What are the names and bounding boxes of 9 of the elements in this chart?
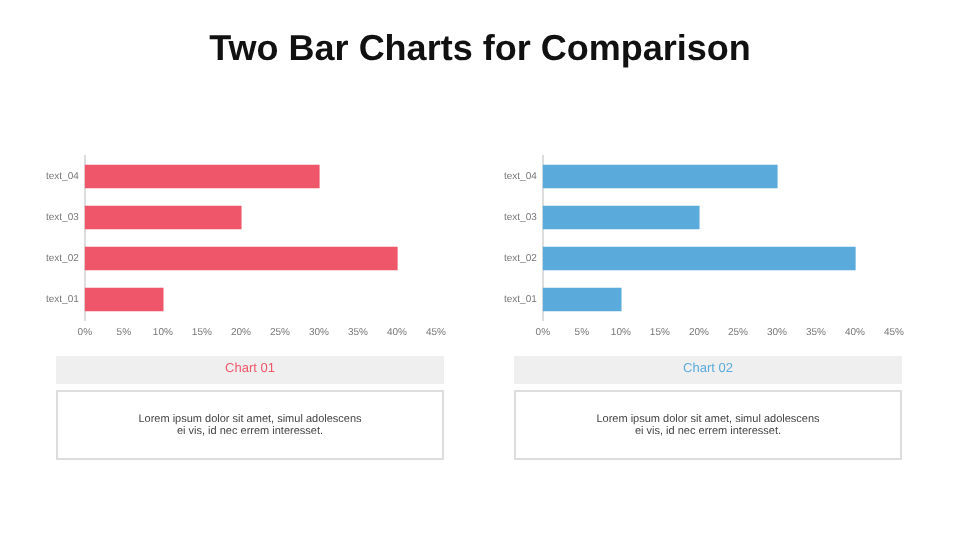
bar xyxy=(84,164,320,189)
bar xyxy=(542,287,622,312)
bar xyxy=(84,287,164,312)
chart-title: Two Bar Charts for Comparison xyxy=(207,28,753,70)
bar xyxy=(542,246,856,271)
bar xyxy=(542,205,700,230)
bar xyxy=(84,205,242,230)
bar xyxy=(542,164,778,189)
bar xyxy=(84,246,398,271)
